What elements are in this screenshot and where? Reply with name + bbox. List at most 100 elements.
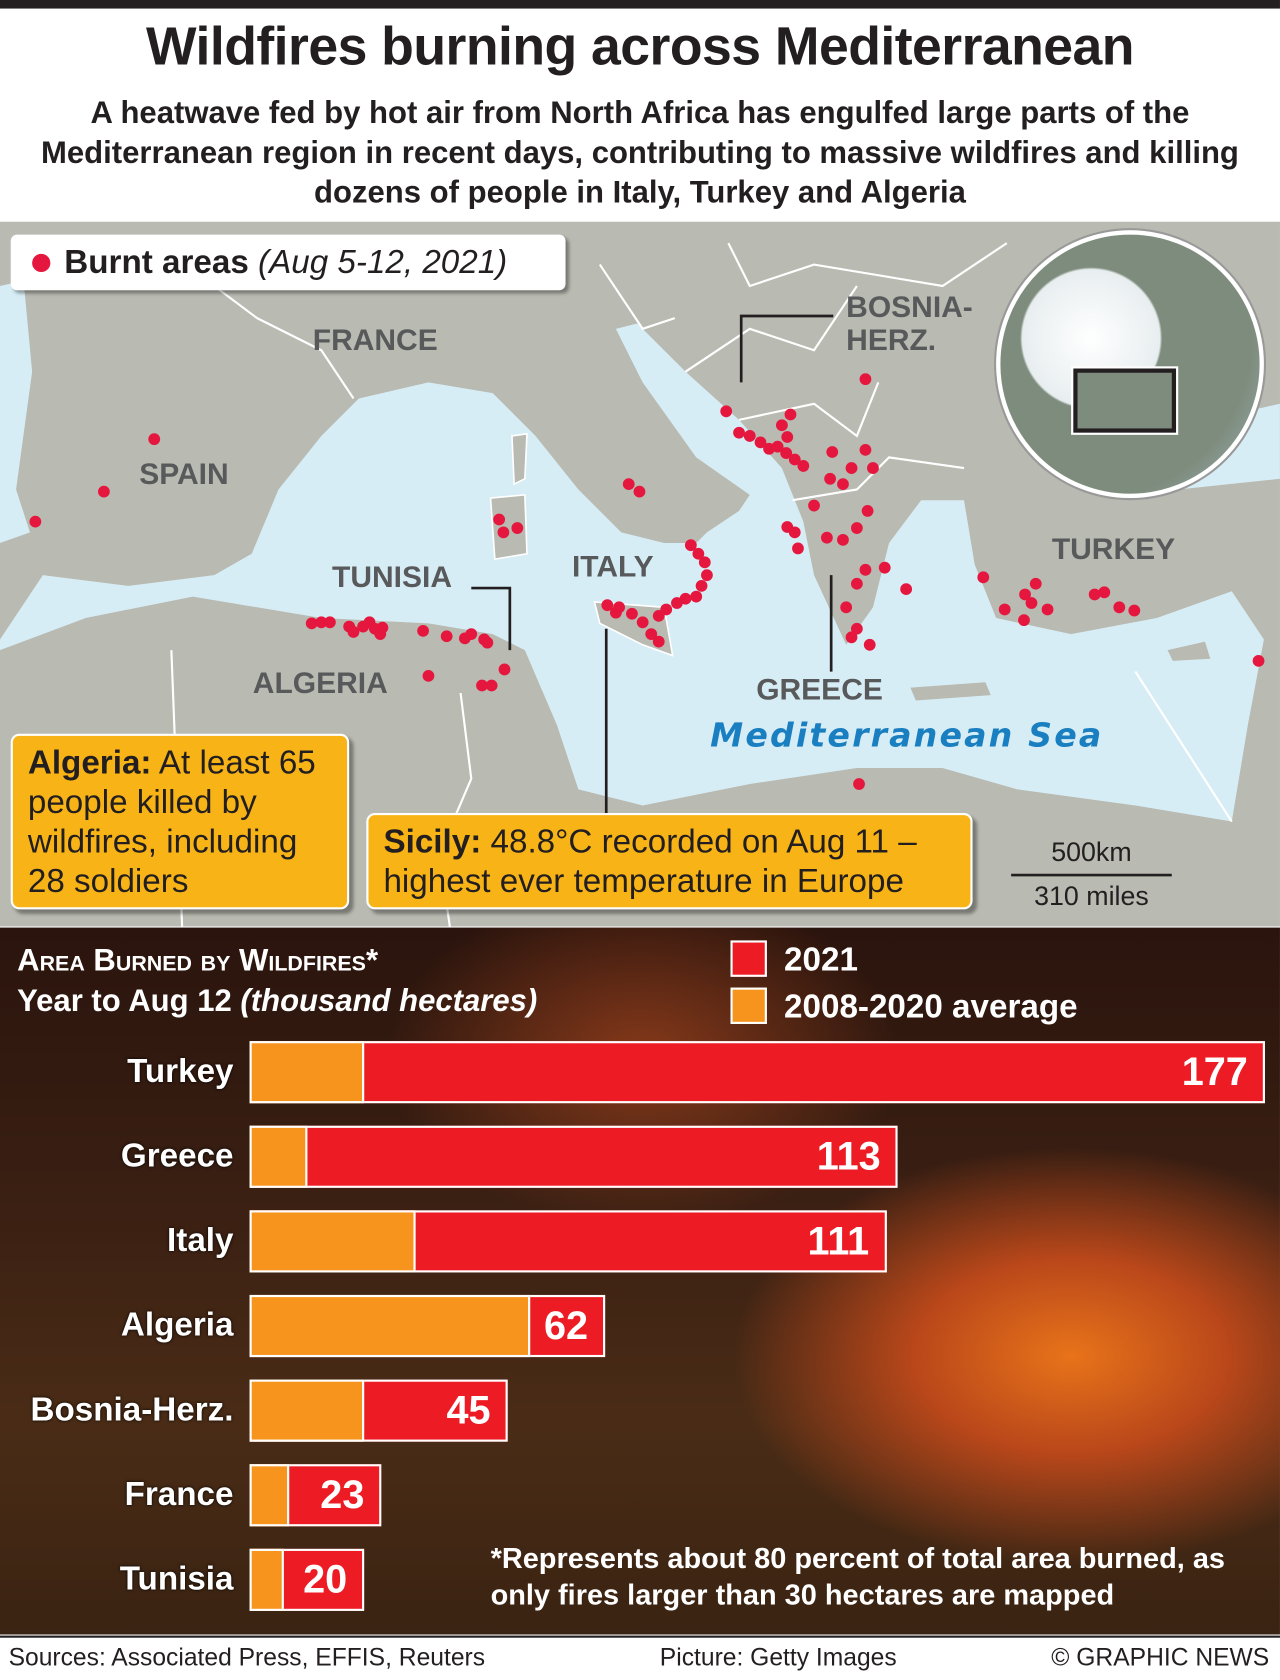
legend-dates: (Aug 5-12, 2021) <box>258 243 508 281</box>
label-france: FRANCE <box>312 323 438 357</box>
page-subtitle: A heatwave fed by hot air from North Afr… <box>41 96 1239 210</box>
burnt-area-dot <box>347 626 360 638</box>
burnt-area-dot <box>633 485 646 498</box>
category-label: Italy <box>167 1221 234 1259</box>
burnt-area-dot <box>840 601 853 614</box>
burnt-area-dot <box>1252 654 1265 667</box>
burnt-area-dot <box>845 631 858 644</box>
burnt-area-dot <box>422 669 435 682</box>
globe-frame <box>1071 366 1179 435</box>
bar-row: Greece 113 <box>0 1125 1280 1188</box>
burnt-area-dot <box>622 478 635 491</box>
note-algeria: Algeria: At least 65 people killed by wi… <box>10 733 350 910</box>
category-label: Tunisia <box>119 1559 234 1598</box>
burnt-area-dot <box>1018 614 1030 627</box>
map: Burnt areas (Aug 5-12, 2021) FRANCE SPAI… <box>0 221 1280 927</box>
burnt-area-dot <box>826 446 839 458</box>
burnt-area-dot <box>701 569 713 582</box>
scale-km: 500km <box>1051 837 1132 868</box>
burnt-area-dot <box>878 561 891 574</box>
burnt-area-dot <box>98 485 110 498</box>
note-sicily: Sicily: 48.8°C recorded on Aug 11 – high… <box>366 812 973 910</box>
label-turkey: TURKEY <box>1051 532 1176 566</box>
category-label: Turkey <box>127 1051 234 1090</box>
burnt-area-dot <box>788 453 801 466</box>
page-title: Wildfires burning across Mediterranean <box>145 16 1135 77</box>
burnt-area-dot <box>476 679 488 692</box>
burnt-area-dot <box>808 499 820 512</box>
burnt-area-dot <box>776 419 788 432</box>
legend-average: 2008-2020 average <box>730 987 1078 1027</box>
burnt-area-dot <box>601 599 614 612</box>
burnt-area-dot <box>1113 601 1126 614</box>
burnt-area-dot <box>315 616 328 629</box>
burnt-area-dot <box>784 408 797 421</box>
burnt-area-dot <box>511 522 524 534</box>
bar-average <box>249 1379 365 1442</box>
bar-2021: 113 <box>249 1125 898 1188</box>
burnt-area-dot <box>820 531 833 544</box>
burnt-area-dot <box>780 447 793 459</box>
burnt-area-dot <box>977 571 990 584</box>
burnt-area-dot <box>692 547 705 560</box>
leader-lines <box>471 314 1172 877</box>
graphic-credit: © GRAPHIC NEWS <box>1051 1643 1270 1671</box>
burnt-area-dot <box>998 603 1011 616</box>
burnt-area-dot <box>417 624 429 637</box>
category-label: France <box>124 1474 234 1513</box>
bar-row: Italy 111 <box>0 1210 1280 1273</box>
burnt-area-dot <box>440 630 453 643</box>
bar-average <box>249 1041 365 1104</box>
burnt-area-dot <box>867 462 879 474</box>
bar-row: Turkey 177 <box>0 1041 1280 1104</box>
burnt-area-dot <box>671 597 683 609</box>
bar-average <box>249 1294 531 1358</box>
label-spain: SPAIN <box>139 457 229 491</box>
burnt-area-dot <box>733 426 745 439</box>
label-greece: GREECE <box>756 672 883 706</box>
bar-average <box>249 1548 284 1611</box>
burnt-area-dot <box>837 478 849 491</box>
burnt-area-dot <box>743 430 756 442</box>
locator-globe <box>996 230 1264 499</box>
chart-title: Area Burned by Wildfires* Year to Aug 12… <box>17 943 538 1019</box>
burnt-area-dot <box>29 515 42 528</box>
burnt-area-dot <box>859 563 872 576</box>
burnt-area-dot <box>845 462 858 474</box>
footer: Sources: Associated Press, EFFIS, Reuter… <box>0 1635 1280 1680</box>
burnt-area-dot <box>1025 597 1038 609</box>
label-bosnia: BOSNIA- HERZ. <box>846 290 973 357</box>
burnt-area-dot <box>613 601 625 614</box>
burnt-area-dot <box>850 622 863 635</box>
category-label: Bosnia-Herz. <box>30 1390 234 1428</box>
burnt-area-dot <box>797 460 810 472</box>
category-label: Algeria <box>120 1305 234 1344</box>
burnt-area-dot <box>1088 588 1101 601</box>
burnt-area-dot <box>788 526 801 539</box>
bar-average <box>249 1464 290 1527</box>
burnt-area-dot <box>324 616 336 629</box>
burnt-area-dot <box>861 505 874 517</box>
burnt-area-dot <box>305 617 318 630</box>
crete <box>910 682 991 701</box>
burnt-area-dot <box>754 436 767 449</box>
burnt-area-dot <box>771 440 784 453</box>
burnt-area-dot <box>853 778 865 790</box>
burnt-area-dot <box>636 616 649 629</box>
bar-average <box>249 1210 416 1273</box>
cyprus <box>1167 641 1211 661</box>
burnt-area-dot <box>485 679 498 692</box>
label-italy: ITALY <box>571 549 654 583</box>
bar-row: Algeria 62 <box>0 1294 1280 1358</box>
burnt-area-dot <box>481 636 494 649</box>
burnt-area-dot <box>465 628 478 640</box>
bar-row: Tunisia 20 <box>0 1548 1280 1611</box>
category-label: Greece <box>120 1136 234 1174</box>
burnt-area-dot <box>781 431 794 443</box>
label-sea: Mediterranean Sea <box>710 716 1104 756</box>
burnt-area-dot <box>1019 588 1031 601</box>
bar-2021: 177 <box>249 1041 1265 1104</box>
burnt-area-dot <box>698 556 711 569</box>
burnt-area-dot <box>850 522 863 534</box>
legend-swatch-average <box>730 987 767 1024</box>
